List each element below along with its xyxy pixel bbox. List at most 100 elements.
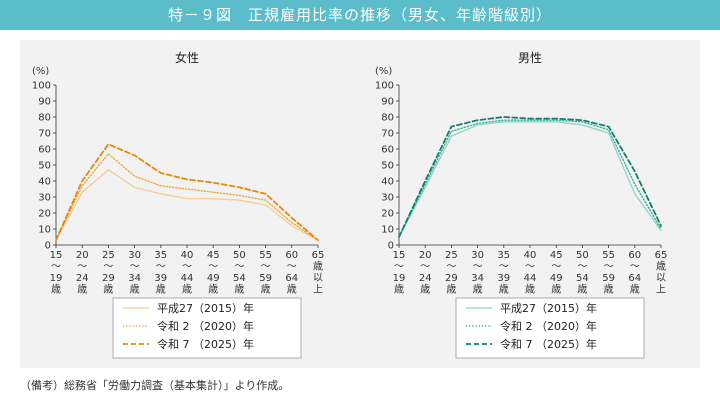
female-legend-label: 令和 7 （2025）年 (157, 337, 254, 351)
female-legend-label: 令和 2 （2020）年 (157, 319, 254, 333)
male-x-tick-label: 15 (393, 250, 406, 261)
female-y-tick-label: 20 (38, 209, 51, 220)
male-x-tick-label: 上 (656, 284, 666, 296)
male-x-tick-label: ～ (630, 262, 640, 273)
female-x-tick-label: 30 (128, 250, 141, 261)
female-chart-title: 女性 (175, 50, 199, 65)
male-series-line-2 (398, 116, 662, 238)
male-x-tick-label: 歳 (420, 284, 430, 296)
male-x-tick-label: ～ (551, 262, 561, 273)
female-x-tick-label: ～ (182, 262, 192, 273)
female-x-tick-label: ～ (103, 262, 113, 273)
male-legend-label: 令和 7 （2025）年 (500, 337, 597, 351)
male-x-tick-label: 65 (655, 250, 668, 261)
female-y-tick-label: 100 (32, 81, 51, 92)
male-y-tick-label: 60 (381, 145, 394, 156)
female-x-tick-label: ～ (208, 262, 218, 273)
female-y-tick-label: 0 (45, 241, 51, 252)
male-x-tick-label: 25 (445, 250, 458, 261)
female-x-tick-label: 15 (50, 250, 63, 261)
female-x-tick-label: 55 (259, 250, 272, 261)
female-y-tick-label: 50 (38, 161, 51, 172)
male-x-tick-label: 歳 (604, 284, 614, 296)
female-x-tick-label: 歳 (182, 284, 192, 296)
male-legend-label: 令和 2 （2020）年 (500, 319, 597, 333)
female-x-tick-label: ～ (156, 262, 166, 273)
male-x-tick-label: 60 (628, 250, 641, 261)
male-x-tick-label: 20 (419, 250, 432, 261)
female-x-tick-label: 45 (207, 250, 220, 261)
female-x-tick-label: 歳 (130, 284, 140, 296)
female-x-tick-label: ～ (234, 262, 244, 273)
male-x-tick-label: 歳 (656, 261, 666, 273)
male-x-tick-label: 50 (576, 250, 589, 261)
male-x-tick-label: 19 (393, 273, 406, 284)
female-x-tick-label: 54 (233, 273, 246, 284)
female-x-tick-label: 24 (76, 273, 89, 284)
male-x-tick-label: 49 (550, 273, 563, 284)
female-legend-label: 平成27（2015）年 (157, 301, 254, 315)
female-y-tick-label: 80 (38, 113, 51, 124)
female-x-tick-label: 歳 (287, 284, 297, 296)
female-y-tick-label: 70 (38, 129, 51, 140)
male-x-tick-label: 39 (497, 273, 510, 284)
male-x-tick-label: 歳 (525, 284, 535, 296)
male-x-tick-label: ～ (473, 262, 483, 273)
female-series-line-1 (55, 153, 319, 241)
female-x-tick-label: 歳 (234, 284, 244, 296)
female-x-tick-label: ～ (51, 262, 61, 273)
male-y-tick-label: 50 (381, 161, 394, 172)
male-x-tick-label: ～ (420, 262, 430, 273)
female-y-tick-label: 30 (38, 193, 51, 204)
female-x-tick-label: 59 (259, 273, 272, 284)
male-x-tick-label: 64 (628, 273, 641, 284)
female-x-tick-label: 以 (313, 273, 323, 284)
female-x-tick-label: 歳 (156, 284, 166, 296)
male-x-tick-label: 以 (656, 273, 666, 284)
female-x-tick-label: 44 (181, 273, 194, 284)
male-x-tick-label: ～ (525, 262, 535, 273)
female-series-line-2 (55, 143, 319, 242)
female-x-tick-label: 34 (128, 273, 141, 284)
male-y-tick-label: 70 (381, 129, 394, 140)
female-x-tick-label: 29 (102, 273, 115, 284)
male-x-tick-label: ～ (446, 262, 456, 273)
female-y-unit-label: (%) (32, 66, 49, 77)
female-y-tick-label: 40 (38, 177, 51, 188)
charts-svg: 女性(%)010203040506070809010015～19歳20～24歳2… (32, 50, 668, 359)
male-x-tick-label: 歳 (630, 284, 640, 296)
male-y-unit-label: (%) (375, 66, 392, 77)
source-note: （備考）総務省「労働力調査（基本集計）」より作成。 (20, 379, 290, 392)
female-x-tick-label: 49 (207, 273, 220, 284)
male-x-tick-label: 歳 (577, 284, 587, 296)
male-x-tick-label: 歳 (446, 284, 456, 296)
female-x-tick-label: 65 (312, 250, 325, 261)
male-x-tick-label: ～ (394, 262, 404, 273)
male-legend-label: 平成27（2015）年 (500, 301, 597, 315)
male-x-tick-label: 35 (497, 250, 510, 261)
male-x-tick-label: ～ (577, 262, 587, 273)
male-x-tick-label: 55 (602, 250, 615, 261)
female-chart: 女性(%)010203040506070809010015～19歳20～24歳2… (32, 50, 325, 359)
female-x-tick-label: 25 (102, 250, 115, 261)
female-x-tick-label: 歳 (208, 284, 218, 296)
male-x-tick-label: 24 (419, 273, 432, 284)
female-x-tick-label: ～ (261, 262, 271, 273)
female-x-tick-label: 60 (285, 250, 298, 261)
male-x-tick-label: ～ (604, 262, 614, 273)
male-x-tick-label: 59 (602, 273, 615, 284)
female-x-tick-label: 40 (181, 250, 194, 261)
male-x-tick-label: 44 (524, 273, 537, 284)
female-x-tick-label: 歳 (103, 284, 113, 296)
female-x-tick-label: 歳 (261, 284, 271, 296)
female-x-tick-label: 19 (50, 273, 63, 284)
female-y-tick-label: 90 (38, 97, 51, 108)
male-chart-title: 男性 (518, 51, 542, 65)
male-x-tick-label: 30 (471, 250, 484, 261)
male-x-tick-label: 40 (524, 250, 537, 261)
female-x-tick-label: 20 (76, 250, 89, 261)
male-x-tick-label: 歳 (551, 284, 561, 296)
male-x-tick-label: 歳 (473, 284, 483, 296)
female-x-tick-label: 64 (285, 273, 298, 284)
female-y-tick-label: 10 (38, 225, 51, 236)
